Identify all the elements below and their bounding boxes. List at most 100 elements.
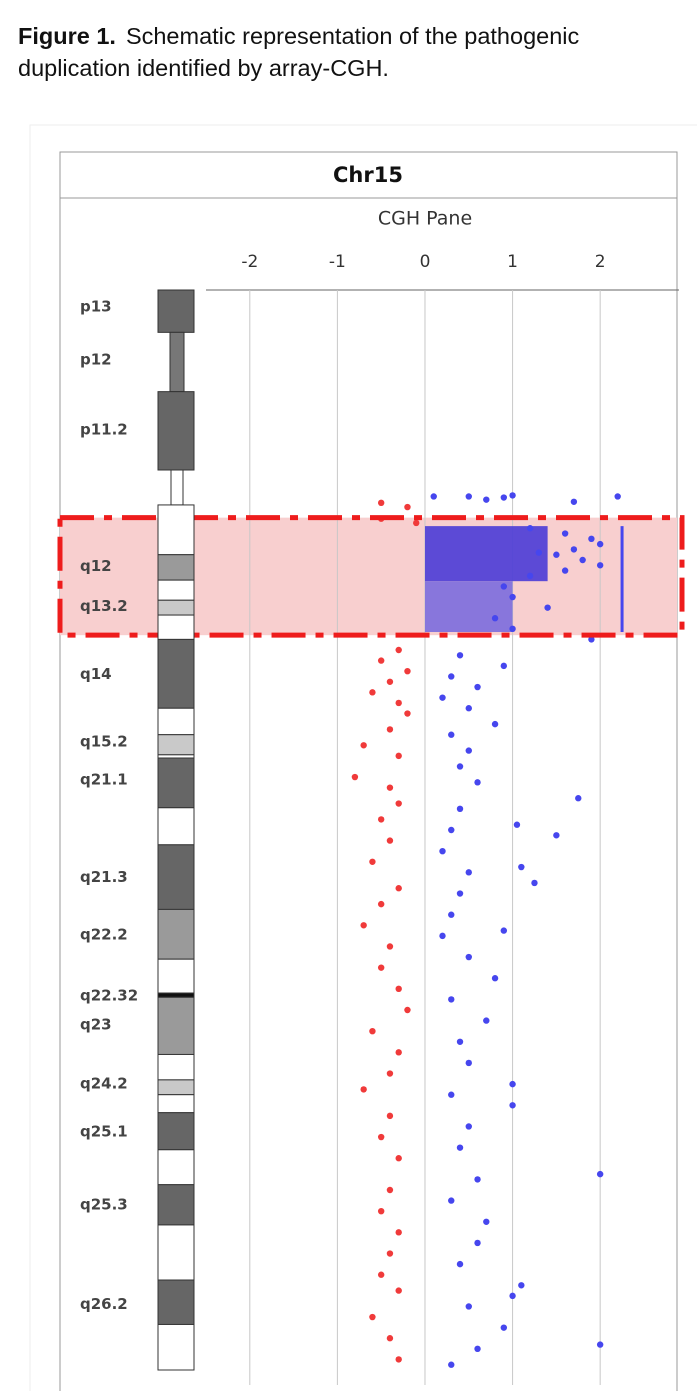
chromosome-band bbox=[157, 992, 195, 998]
band-label: q23 bbox=[80, 1015, 112, 1033]
probe bbox=[395, 752, 402, 760]
probe bbox=[377, 657, 385, 664]
probe bbox=[509, 492, 516, 499]
band-label: q25.1 bbox=[80, 1122, 128, 1140]
chromosome-band bbox=[157, 958, 195, 994]
probe bbox=[386, 678, 394, 685]
band-label: q24.2 bbox=[80, 1075, 128, 1093]
probe bbox=[395, 985, 402, 993]
probe bbox=[377, 1133, 385, 1141]
chromosome-band bbox=[157, 1094, 195, 1114]
chromosome-band bbox=[157, 1323, 195, 1371]
chromosome-band bbox=[157, 1184, 195, 1226]
probe bbox=[448, 731, 455, 738]
probe bbox=[456, 652, 464, 659]
probe bbox=[395, 1356, 402, 1363]
probe bbox=[413, 519, 420, 527]
probe bbox=[474, 779, 481, 786]
probe bbox=[395, 885, 402, 892]
probe bbox=[430, 493, 437, 500]
probe bbox=[465, 1123, 472, 1130]
probe bbox=[491, 975, 499, 982]
probe bbox=[377, 900, 385, 908]
probe bbox=[456, 1144, 464, 1151]
probe bbox=[483, 1017, 490, 1024]
chromosome-band bbox=[169, 331, 185, 393]
probe bbox=[553, 551, 560, 558]
probe bbox=[456, 763, 464, 770]
probe bbox=[518, 863, 525, 871]
probe bbox=[395, 1049, 402, 1056]
probe bbox=[561, 530, 569, 537]
band-label: p13 bbox=[80, 297, 112, 315]
probe bbox=[395, 800, 402, 807]
probe bbox=[448, 1361, 455, 1368]
x-tick-label: 1 bbox=[507, 252, 518, 272]
probe bbox=[404, 503, 411, 511]
probe bbox=[377, 499, 385, 507]
duplication-highlight bbox=[60, 517, 677, 636]
chromosome-band bbox=[157, 996, 195, 1055]
probe bbox=[491, 615, 499, 622]
probe bbox=[369, 858, 376, 865]
probe bbox=[465, 869, 472, 876]
probe bbox=[465, 493, 472, 500]
probe bbox=[509, 625, 516, 633]
chromosome-band bbox=[170, 469, 184, 506]
probe bbox=[377, 1207, 385, 1215]
caption-text: Schematic representation of the pathogen… bbox=[18, 23, 580, 81]
chromosome-band bbox=[157, 599, 195, 616]
probe bbox=[465, 1059, 472, 1067]
x-tick-label: 2 bbox=[595, 252, 606, 272]
segment bbox=[424, 526, 548, 582]
probe bbox=[575, 795, 582, 802]
probe bbox=[509, 1102, 516, 1109]
probe bbox=[395, 1229, 402, 1236]
caption-label: Figure 1. bbox=[18, 23, 116, 49]
probe bbox=[465, 953, 472, 961]
probe bbox=[395, 1287, 402, 1294]
probe bbox=[386, 1070, 394, 1077]
probe bbox=[448, 911, 455, 918]
band-label: p12 bbox=[80, 350, 112, 368]
chromosome-band bbox=[157, 554, 195, 581]
probe bbox=[386, 943, 394, 950]
band-label: q22.32 bbox=[80, 987, 138, 1005]
probe bbox=[570, 498, 578, 505]
chromosome-band bbox=[157, 579, 195, 601]
probe bbox=[596, 1170, 604, 1178]
probe bbox=[456, 890, 464, 897]
chromosome-band bbox=[157, 844, 195, 910]
probe bbox=[386, 837, 394, 844]
pane-frame bbox=[59, 151, 678, 1391]
probe bbox=[448, 826, 455, 834]
probe bbox=[439, 932, 446, 940]
probe bbox=[544, 604, 551, 611]
probe bbox=[439, 847, 446, 855]
probe bbox=[500, 583, 508, 590]
probe bbox=[570, 546, 578, 553]
probe bbox=[448, 1197, 455, 1204]
probe bbox=[369, 689, 376, 696]
probe bbox=[553, 832, 560, 839]
probe bbox=[377, 816, 385, 823]
chromosome-band bbox=[157, 614, 195, 640]
chart-subtitle: CGH Pane bbox=[378, 208, 472, 230]
probe bbox=[513, 821, 521, 828]
probe bbox=[386, 1335, 394, 1342]
probe bbox=[360, 742, 367, 749]
probe bbox=[386, 784, 394, 791]
probe bbox=[404, 667, 411, 675]
band-label: q21.1 bbox=[80, 771, 128, 789]
band-label: q14 bbox=[80, 665, 112, 683]
probe bbox=[448, 996, 455, 1003]
probe bbox=[483, 496, 490, 503]
probe bbox=[614, 493, 621, 500]
probe bbox=[369, 1027, 376, 1035]
probe bbox=[596, 1341, 604, 1348]
band-label: q21.3 bbox=[80, 868, 128, 886]
probe bbox=[588, 535, 595, 543]
band-label: q26.2 bbox=[80, 1295, 128, 1313]
probe bbox=[500, 662, 508, 670]
segment bbox=[424, 581, 513, 632]
